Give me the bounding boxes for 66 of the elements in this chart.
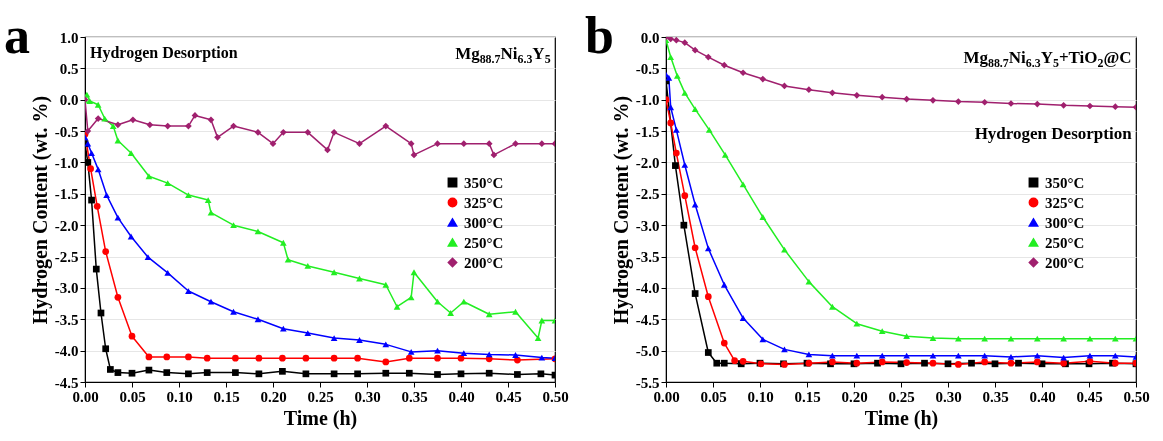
y-tick-label: -4.5	[635, 311, 660, 328]
y-axis-title: Hydrogen Content (wt. %)	[28, 95, 52, 325]
legend-label: 300°C	[1045, 214, 1085, 231]
y-tick-label: -3.0	[54, 280, 79, 297]
y-tick-label: -4.5	[54, 374, 79, 391]
y-tick-label: -0.5	[54, 123, 79, 140]
x-tick-label: 0.35	[982, 388, 1009, 405]
y-tick-label: -3.0	[635, 217, 660, 234]
text: Mg$_{88.7}$Ni$_{6.3}$Y$_{5}$+TiO$_{2}$@C	[963, 47, 1132, 71]
x-tick-label: 0.10	[166, 388, 193, 405]
x-tick-label: 0.05	[119, 388, 146, 405]
y-axis-title: Hydrogen Content (wt. %)	[609, 95, 633, 325]
y-tick-label: -2.5	[635, 186, 660, 203]
x-tick-label: 0.40	[448, 388, 475, 405]
x-tick-label: 0.15	[213, 388, 240, 405]
y-tick-label: 0.0	[59, 92, 79, 109]
x-tick-label: 0.05	[700, 388, 727, 405]
text: a	[4, 7, 30, 65]
x-tick-label: 0.50	[542, 388, 569, 405]
y-tick-label: -5.5	[635, 374, 660, 391]
x-tick-label: 0.50	[1123, 388, 1150, 405]
legend-label: 350°C	[1045, 174, 1085, 191]
y-tick-label: -2.0	[635, 154, 660, 171]
y-tick-label: 1.0	[59, 29, 79, 46]
legend-label: 325°C	[1045, 194, 1085, 211]
x-axis-title: Time (h)	[864, 406, 939, 430]
y-tick-label: -4.0	[635, 280, 660, 297]
x-tick-label: 0.20	[841, 388, 868, 405]
legend-label: 350°C	[464, 174, 504, 191]
annotation: Hydrogen Desorption	[974, 123, 1132, 144]
x-tick-label: 0.45	[1076, 388, 1103, 405]
y-tick-label: -3.5	[635, 249, 660, 266]
x-tick-label: 0.45	[495, 388, 522, 405]
y-tick-label: 0.0	[640, 29, 660, 46]
y-tick-label: -0.5	[635, 60, 660, 77]
legend-label: 300°C	[464, 214, 504, 231]
legend-label: 325°C	[464, 194, 504, 211]
x-tick-label: 0.25	[888, 388, 915, 405]
legend-label: 200°C	[1045, 254, 1085, 271]
x-tick-label: 0.25	[307, 388, 334, 405]
y-tick-label: -1.0	[54, 154, 79, 171]
y-tick-label: -2.5	[54, 249, 79, 266]
x-tick-label: 0.40	[1029, 388, 1056, 405]
legend-label: 200°C	[464, 254, 504, 271]
text: b	[585, 7, 614, 65]
legend-label: 250°C	[464, 234, 504, 251]
y-tick-label: 0.5	[59, 60, 79, 77]
x-tick-label: 0.00	[653, 388, 680, 405]
y-tick-label: -4.0	[54, 343, 79, 360]
annotation: Mg$_{88.7}$Ni$_{6.3}$Y$_{5}$	[455, 44, 551, 68]
y-tick-label: -5.0	[635, 343, 660, 360]
x-tick-label: 0.35	[401, 388, 428, 405]
y-tick-label: -1.5	[635, 123, 660, 140]
x-tick-label: 0.30	[354, 388, 381, 405]
y-tick-label: -2.0	[54, 217, 79, 234]
legend-label: 250°C	[1045, 234, 1085, 251]
y-tick-label: -1.0	[635, 92, 660, 109]
annotation: Hydrogen Desorption	[89, 44, 238, 63]
x-tick-label: 0.15	[794, 388, 821, 405]
y-tick-label: -3.5	[54, 311, 79, 328]
x-tick-label: 0.10	[747, 388, 774, 405]
x-tick-label: 0.30	[935, 388, 962, 405]
x-tick-label: 0.20	[260, 388, 287, 405]
y-tick-label: -1.5	[54, 186, 79, 203]
x-tick-label: 0.00	[72, 388, 99, 405]
x-axis-title: Time (h)	[283, 406, 358, 430]
